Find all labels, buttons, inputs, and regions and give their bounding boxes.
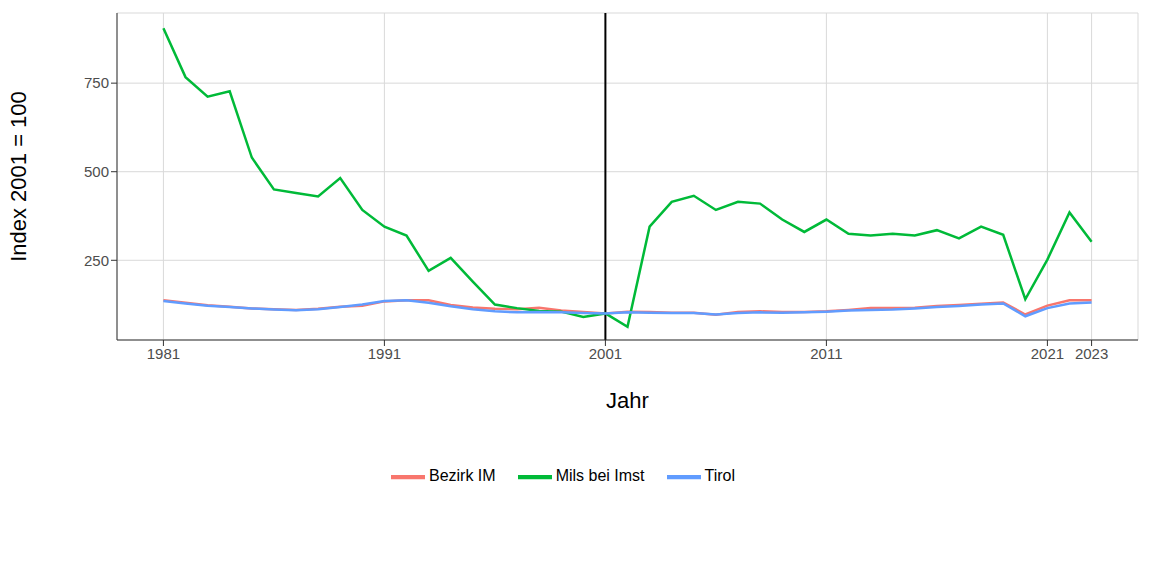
svg-text:Jahr: Jahr <box>606 388 649 413</box>
svg-text:500: 500 <box>84 163 109 180</box>
svg-text:2011: 2011 <box>810 345 842 362</box>
svg-text:250: 250 <box>84 252 109 269</box>
svg-text:Index 2001 = 100: Index 2001 = 100 <box>8 91 31 262</box>
svg-text:2021: 2021 <box>1031 345 1064 362</box>
svg-text:750: 750 <box>84 74 109 91</box>
svg-text:1981: 1981 <box>147 345 180 362</box>
svg-text:1991: 1991 <box>368 345 401 362</box>
html-text:Mils bei Imst: Mils bei Imst <box>555 467 645 485</box>
svg-text:2001: 2001 <box>589 345 622 362</box>
svg-text:2023: 2023 <box>1075 345 1108 362</box>
html-text:Tirol: Tirol <box>704 467 735 485</box>
html-text:Bezirk IM: Bezirk IM <box>429 467 496 485</box>
